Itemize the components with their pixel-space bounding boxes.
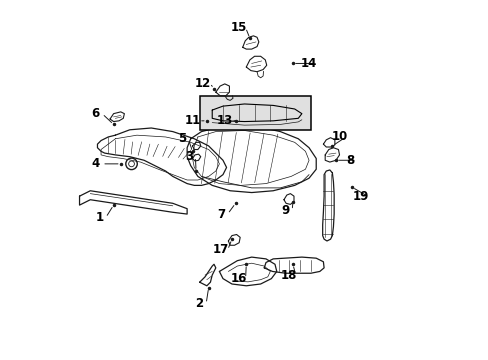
- Text: 16: 16: [230, 272, 247, 285]
- Text: 18: 18: [281, 269, 297, 282]
- Text: 7: 7: [217, 208, 225, 221]
- Text: 12: 12: [195, 77, 211, 90]
- Text: 15: 15: [230, 21, 247, 34]
- Text: 14: 14: [300, 57, 317, 70]
- Text: 17: 17: [213, 243, 229, 256]
- Text: 11: 11: [184, 114, 200, 127]
- Text: 13: 13: [216, 114, 232, 127]
- Text: 3: 3: [184, 150, 193, 163]
- Text: 9: 9: [281, 204, 289, 217]
- Text: 4: 4: [91, 157, 100, 170]
- Text: 6: 6: [91, 107, 100, 120]
- Text: 5: 5: [177, 132, 185, 145]
- Text: 19: 19: [352, 190, 368, 203]
- FancyBboxPatch shape: [199, 96, 310, 130]
- Text: 8: 8: [346, 154, 354, 167]
- Text: 1: 1: [95, 211, 103, 224]
- Text: 10: 10: [331, 130, 347, 144]
- Text: 2: 2: [195, 297, 203, 310]
